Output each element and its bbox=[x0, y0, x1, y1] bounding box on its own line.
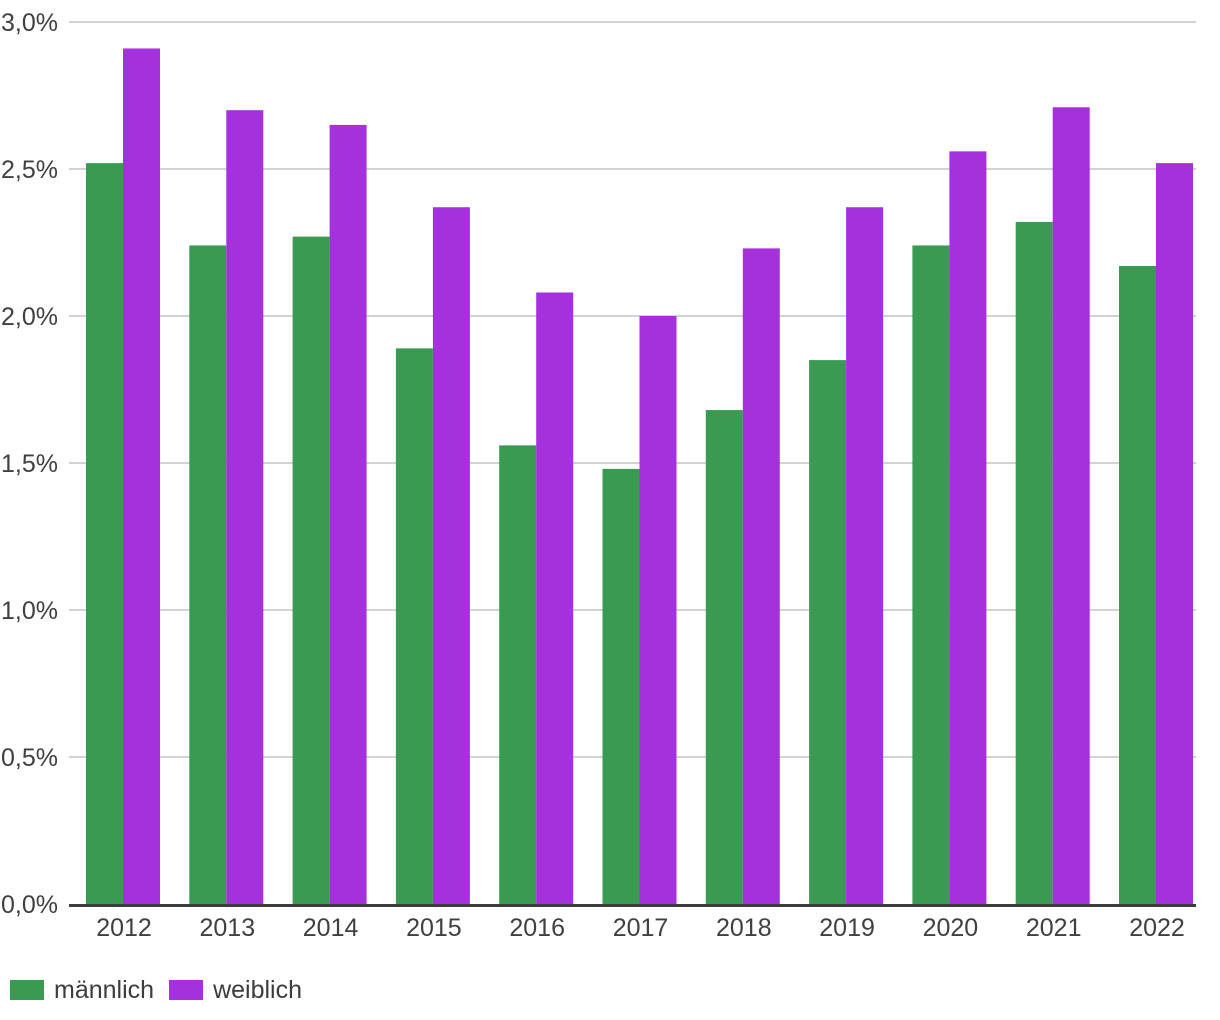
x-axis-tick-label: 2018 bbox=[716, 914, 772, 942]
bar-maennlich-2012[interactable] bbox=[86, 163, 123, 904]
x-axis-tick-label: 2021 bbox=[1026, 914, 1082, 942]
chart-legend: männlich weiblich bbox=[10, 977, 302, 1003]
bar-weiblich-2020[interactable] bbox=[949, 151, 987, 905]
bar-maennlich-2018[interactable] bbox=[705, 410, 743, 904]
bar-weiblich-2019[interactable] bbox=[846, 207, 884, 905]
legend-label-maennlich: männlich bbox=[54, 976, 155, 1004]
x-axis-tick-label: 2015 bbox=[406, 914, 462, 942]
y-axis-tick-label: 2,5% bbox=[1, 156, 58, 184]
x-axis-tick-label: 2022 bbox=[1129, 914, 1185, 942]
bar-weiblich-2017[interactable] bbox=[639, 316, 677, 904]
bar-weiblich-2015[interactable] bbox=[432, 207, 470, 905]
x-axis-tick-label: 2020 bbox=[923, 914, 979, 942]
legend-swatch-maennlich-icon bbox=[10, 980, 44, 1000]
x-axis-tick-label: 2014 bbox=[303, 914, 359, 942]
y-axis-tick-label: 1,0% bbox=[1, 597, 58, 625]
bar-maennlich-2013[interactable] bbox=[189, 245, 227, 904]
bar-maennlich-2020[interactable] bbox=[912, 245, 950, 904]
bar-weiblich-2016[interactable] bbox=[536, 292, 574, 905]
bar-maennlich-2022[interactable] bbox=[1119, 266, 1156, 904]
legend-label-weiblich: weiblich bbox=[213, 976, 302, 1004]
x-axis-tick-label: 2012 bbox=[96, 914, 152, 942]
legend-item-maennlich[interactable]: männlich bbox=[10, 977, 154, 1003]
y-axis-tick-label: 0,0% bbox=[1, 891, 58, 919]
x-axis-tick-label: 2017 bbox=[613, 914, 669, 942]
legend-item-weiblich[interactable]: weiblich bbox=[169, 977, 302, 1003]
bar-weiblich-2022[interactable] bbox=[1156, 163, 1193, 904]
y-axis-tick-label: 3,0% bbox=[1, 9, 58, 37]
bar-weiblich-2013[interactable] bbox=[226, 110, 264, 904]
bar-weiblich-2014[interactable] bbox=[329, 124, 367, 904]
bar-weiblich-2018[interactable] bbox=[742, 248, 780, 904]
y-axis-tick-label: 2,0% bbox=[1, 303, 58, 331]
bar-weiblich-2012[interactable] bbox=[123, 48, 160, 904]
bar-maennlich-2016[interactable] bbox=[499, 445, 537, 904]
bar-maennlich-2021[interactable] bbox=[1015, 221, 1053, 905]
bar-maennlich-2015[interactable] bbox=[395, 348, 433, 905]
x-axis-tick-label: 2019 bbox=[819, 914, 875, 942]
bar-maennlich-2014[interactable] bbox=[292, 236, 330, 904]
grouped-bar-chart: 0,0% 0,5% 1,0% 1,5% 2,0% 2,5% 3,0% 2012 2013 2014… bbox=[1, 9, 1196, 942]
legend-swatch-weiblich-icon bbox=[169, 980, 204, 1000]
y-axis-tick-label: 0,5% bbox=[1, 744, 58, 772]
x-axis-tick-label: 2013 bbox=[199, 914, 255, 942]
bar-maennlich-2019[interactable] bbox=[809, 360, 847, 905]
bar-maennlich-2017[interactable] bbox=[602, 468, 640, 904]
bar-weiblich-2021[interactable] bbox=[1052, 107, 1090, 904]
y-axis-tick-label: 1,5% bbox=[1, 450, 58, 478]
x-axis-tick-label: 2016 bbox=[509, 914, 565, 942]
